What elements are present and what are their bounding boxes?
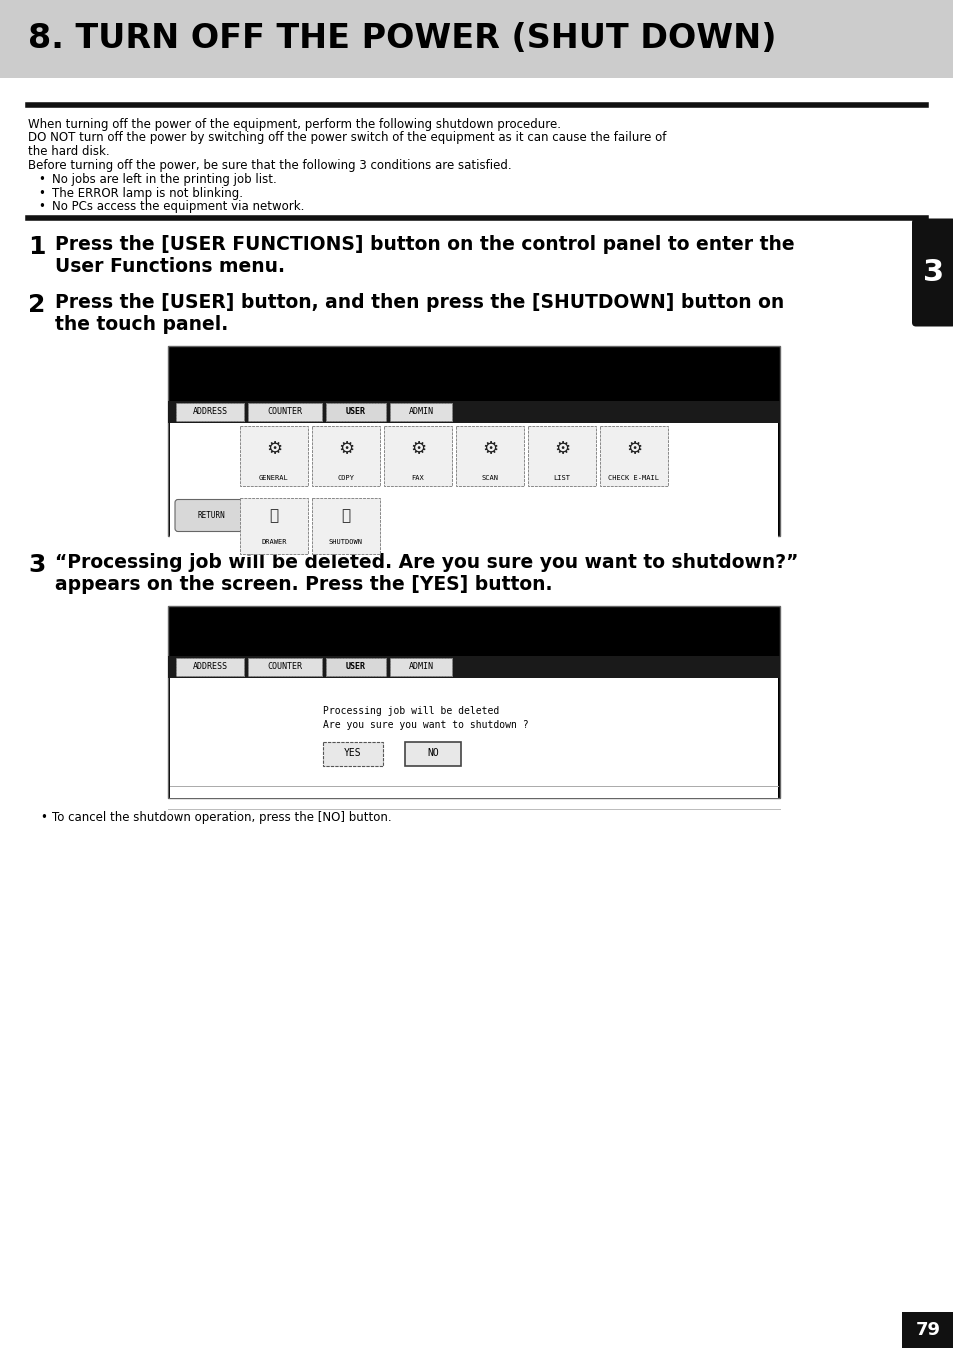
Bar — [168, 400, 780, 422]
Text: LIST: LIST — [553, 474, 570, 480]
Text: GENERAL: GENERAL — [259, 474, 289, 480]
Text: ⚙: ⚙ — [266, 441, 282, 458]
Text: CHECK E-MAIL: CHECK E-MAIL — [608, 474, 659, 480]
Bar — [170, 422, 778, 495]
Text: 1: 1 — [28, 236, 46, 260]
Text: Before turning off the power, be sure that the following 3 conditions are satisf: Before turning off the power, be sure th… — [28, 159, 511, 171]
Text: 2: 2 — [28, 294, 46, 318]
Text: COPY: COPY — [337, 474, 355, 480]
Bar — [248, 658, 322, 675]
Text: 79: 79 — [915, 1321, 940, 1339]
Bar — [326, 403, 386, 421]
Text: ADDRESS: ADDRESS — [193, 662, 227, 671]
Text: ⚙: ⚙ — [554, 441, 570, 458]
Bar — [0, 0, 953, 78]
Text: ⚙: ⚙ — [337, 441, 354, 458]
Text: •: • — [38, 200, 45, 213]
Text: ⚙: ⚙ — [410, 441, 426, 458]
FancyBboxPatch shape — [174, 500, 247, 531]
Bar — [168, 605, 780, 798]
Text: 3: 3 — [28, 554, 46, 577]
Bar — [175, 658, 244, 675]
Text: User Functions menu.: User Functions menu. — [55, 257, 285, 276]
Text: USER: USER — [346, 407, 366, 417]
Text: Processing job will be deleted: Processing job will be deleted — [323, 705, 498, 716]
Text: USER: USER — [346, 662, 366, 671]
Bar — [240, 426, 308, 485]
Text: YES: YES — [344, 748, 361, 759]
Text: ⚙: ⚙ — [481, 441, 497, 458]
Text: RETURN: RETURN — [197, 511, 225, 520]
Bar — [390, 658, 452, 675]
Bar — [390, 403, 452, 421]
Text: Press the [USER] button, and then press the [SHUTDOWN] button on: Press the [USER] button, and then press … — [55, 294, 783, 313]
Text: When turning off the power of the equipment, perform the following shutdown proc: When turning off the power of the equipm… — [28, 119, 560, 131]
Text: ADMIN: ADMIN — [408, 407, 433, 417]
Text: FAX: FAX — [411, 474, 424, 480]
FancyBboxPatch shape — [911, 218, 953, 326]
Text: appears on the screen. Press the [YES] button.: appears on the screen. Press the [YES] b… — [55, 576, 552, 594]
Bar — [248, 403, 322, 421]
Text: COUNTER: COUNTER — [267, 662, 302, 671]
Text: SCAN: SCAN — [481, 474, 498, 480]
Text: Press the [USER FUNCTIONS] button on the control panel to enter the: Press the [USER FUNCTIONS] button on the… — [55, 236, 794, 255]
Text: 8. TURN OFF THE POWER (SHUT DOWN): 8. TURN OFF THE POWER (SHUT DOWN) — [28, 23, 776, 55]
Text: To cancel the shutdown operation, press the [NO] button.: To cancel the shutdown operation, press … — [52, 811, 392, 825]
Bar — [384, 426, 452, 485]
Bar — [168, 655, 780, 678]
Bar — [527, 426, 596, 485]
Text: ⏻: ⏻ — [341, 508, 350, 523]
Text: the hard disk.: the hard disk. — [28, 146, 110, 158]
Bar — [901, 1312, 953, 1348]
Text: •: • — [38, 186, 45, 200]
Bar — [312, 497, 379, 554]
Text: 3: 3 — [923, 257, 943, 287]
Text: No PCs access the equipment via network.: No PCs access the equipment via network. — [52, 200, 304, 213]
Text: The ERROR lamp is not blinking.: The ERROR lamp is not blinking. — [52, 186, 243, 200]
Bar — [170, 495, 778, 550]
Text: DO NOT turn off the power by switching off the power switch of the equipment as : DO NOT turn off the power by switching o… — [28, 132, 666, 144]
Text: SHUTDOWN: SHUTDOWN — [329, 539, 363, 546]
Text: Are you sure you want to shutdown ?: Are you sure you want to shutdown ? — [323, 720, 528, 729]
Text: ADDRESS: ADDRESS — [193, 407, 227, 417]
Bar — [323, 741, 382, 766]
Bar — [175, 403, 244, 421]
Text: the touch panel.: the touch panel. — [55, 315, 228, 334]
Text: •: • — [38, 173, 45, 186]
Text: ⚙: ⚙ — [625, 441, 641, 458]
Bar — [168, 345, 780, 535]
Bar — [456, 426, 523, 485]
Text: ADMIN: ADMIN — [408, 662, 433, 671]
Text: COUNTER: COUNTER — [267, 407, 302, 417]
Bar — [312, 426, 379, 485]
Text: “Processing job will be deleted. Are you sure you want to shutdown?”: “Processing job will be deleted. Are you… — [55, 554, 798, 573]
Bar — [405, 741, 460, 766]
Bar — [599, 426, 667, 485]
Text: 🗄: 🗄 — [269, 508, 278, 523]
Bar — [326, 658, 386, 675]
Text: NO: NO — [427, 748, 438, 759]
Text: No jobs are left in the printing job list.: No jobs are left in the printing job lis… — [52, 173, 276, 186]
Bar — [240, 497, 308, 554]
Text: •: • — [40, 811, 47, 825]
Text: DRAWER: DRAWER — [261, 539, 287, 546]
Bar — [170, 678, 778, 798]
